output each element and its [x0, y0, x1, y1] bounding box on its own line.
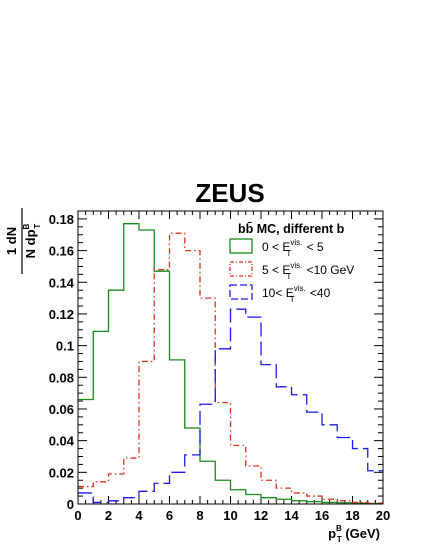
y-tick-label: 0.08 — [49, 370, 74, 385]
histogram-series-1 — [78, 223, 383, 505]
y-tick-label: 0.14 — [49, 275, 75, 290]
legend-entry: 0 < Evis. T < 5 — [262, 238, 324, 258]
legend: bb̄ MC, different b 0 < Evis. T < 5 5 < Ev… — [229, 222, 354, 304]
legend-swatch — [229, 261, 253, 277]
x-tick-label: 20 — [376, 508, 390, 523]
legend-title: bb̄ MC, different b — [238, 222, 345, 236]
x-tick-label: 2 — [105, 508, 112, 523]
y-tick-label: 0 — [67, 497, 74, 512]
x-tick-label: 16 — [315, 508, 329, 523]
x-tick-label: 8 — [196, 508, 203, 523]
y-tick-label: 0.1 — [56, 339, 74, 354]
x-tick-label: 4 — [135, 508, 143, 523]
y-tick-label: 0.18 — [49, 212, 74, 227]
x-tick-label: 14 — [284, 508, 299, 523]
x-axis-label: pB T (GeV) — [328, 524, 380, 544]
histogram-series — [78, 223, 383, 505]
legend-swatch — [229, 284, 253, 300]
histogram-series-2 — [78, 232, 383, 504]
plot-frame — [77, 210, 384, 505]
y-axis-label: 1 dN N dpB T — [4, 208, 42, 274]
y-tick-label: 0.16 — [49, 244, 74, 259]
legend-entry: 5 < Evis. T <10 GeV — [262, 261, 354, 281]
x-tick-label: 0 — [74, 508, 81, 523]
y-tick-label: 0.04 — [49, 434, 75, 449]
y-tick-label: 0.06 — [49, 402, 74, 417]
histogram-series-3 — [78, 308, 383, 504]
y-tick-label: 0.12 — [49, 307, 74, 322]
y-axis-label-numerator: 1 dN — [4, 227, 19, 255]
y-axis-label-denominator: N dpB T — [22, 223, 42, 258]
x-tick-label: 12 — [254, 508, 268, 523]
x-tick-label: 10 — [223, 508, 237, 523]
legend-entry: 10< Evis. T <40 — [262, 284, 331, 304]
y-tick-label: 0.02 — [49, 465, 74, 480]
axis-ticks: 0 2 4 6 8 10 12 14 16 18 20 0 0.02 0.04 0.06 0.08 0.1 0.1… — [49, 210, 390, 523]
x-tick-label: 18 — [345, 508, 359, 523]
legend-swatch — [229, 238, 253, 254]
chart-title: ZEUS — [195, 178, 264, 208]
x-tick-label: 6 — [166, 508, 173, 523]
